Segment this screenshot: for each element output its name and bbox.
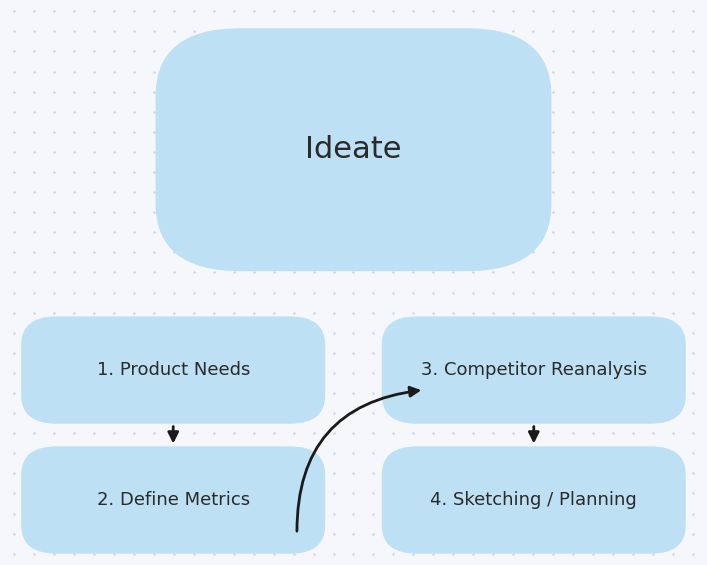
FancyBboxPatch shape	[21, 446, 325, 554]
Text: 2. Define Metrics: 2. Define Metrics	[97, 491, 250, 509]
FancyBboxPatch shape	[156, 28, 551, 271]
Text: Ideate: Ideate	[305, 135, 402, 164]
Text: 1. Product Needs: 1. Product Needs	[97, 361, 250, 379]
Text: 3. Competitor Reanalysis: 3. Competitor Reanalysis	[421, 361, 647, 379]
FancyBboxPatch shape	[382, 446, 686, 554]
FancyBboxPatch shape	[382, 316, 686, 424]
FancyBboxPatch shape	[21, 316, 325, 424]
Text: 4. Sketching / Planning: 4. Sketching / Planning	[431, 491, 637, 509]
